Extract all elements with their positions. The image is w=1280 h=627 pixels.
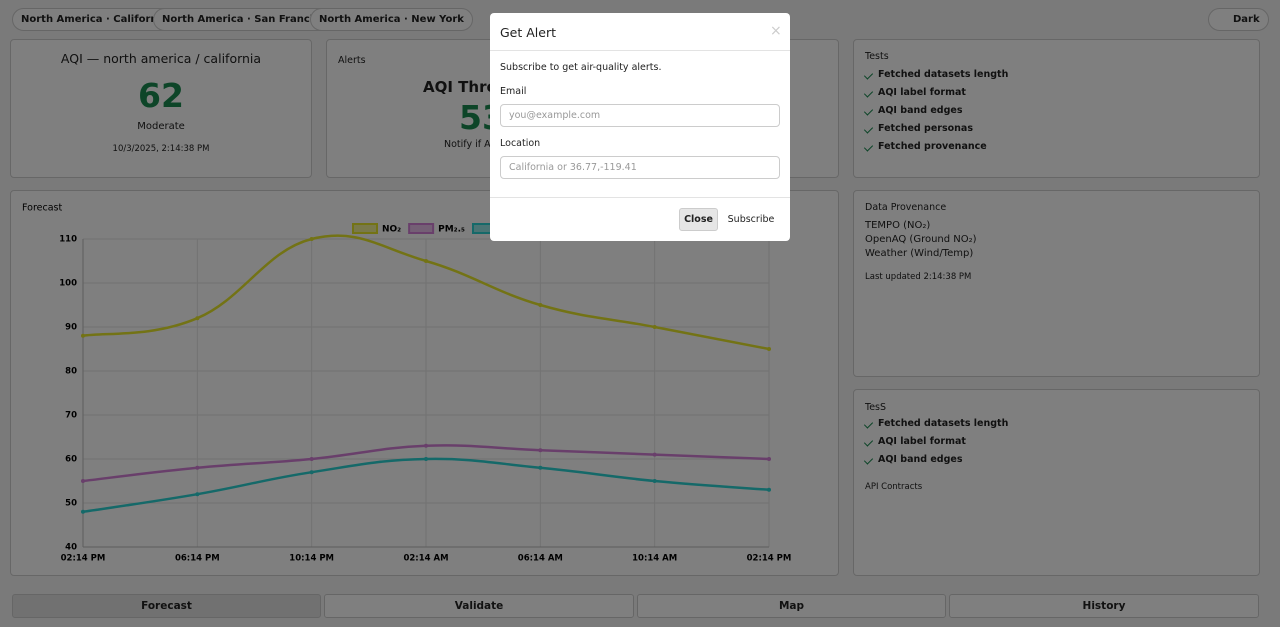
field-label: Email <box>500 86 527 97</box>
modal-title: Get Alert <box>500 25 557 40</box>
modal-close-icon[interactable]: × <box>770 23 782 39</box>
subscribe-button[interactable]: Subscribe <box>727 214 775 225</box>
modal: Get Alert × Subscribe to get air-quality… <box>490 13 790 241</box>
field-label: Location <box>500 138 541 149</box>
close-button[interactable]: Close <box>679 208 718 231</box>
divider <box>490 50 790 51</box>
modal-intro: Subscribe to get air-quality alerts. <box>500 62 662 73</box>
location-input[interactable]: California or 36.77,-119.41 <box>500 156 780 179</box>
email-input[interactable]: you@example.com <box>500 104 780 127</box>
divider <box>490 197 790 198</box>
